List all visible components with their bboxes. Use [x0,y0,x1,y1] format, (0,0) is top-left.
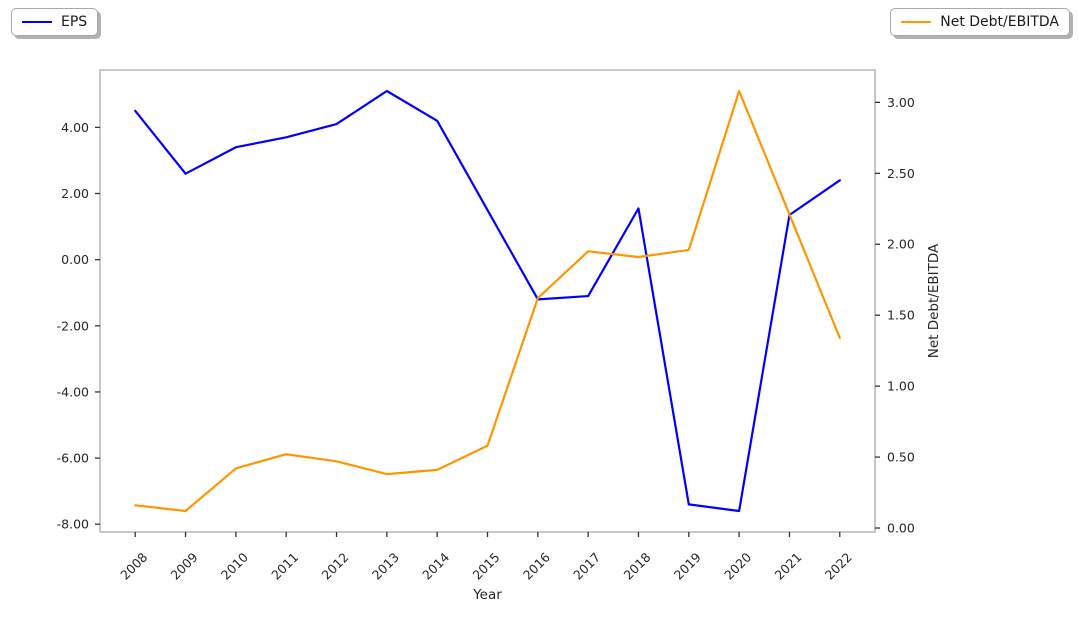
x-tick-label: 2014 [419,549,452,582]
eps-legend-label: EPS [61,14,88,30]
x-tick-label: 2010 [218,549,251,582]
x-tick-label: 2021 [771,550,804,583]
right-tick-label: 2.00 [887,237,915,252]
x-tick-label: 2019 [671,549,704,582]
right-tick-label: 1.50 [887,308,915,323]
x-tick-label: 2016 [520,549,553,582]
right-tick-label: 0.50 [887,450,915,465]
netdebt-legend-label: Net Debt/EBITDA [940,14,1059,30]
x-tick-label: 2015 [470,550,503,583]
left-tick-label: 2.00 [61,186,89,201]
netdebt-legend-line-icon [901,21,932,23]
x-axis-label: Year [472,587,502,603]
right-tick-label: 3.00 [887,95,915,110]
netdebt-legend: Net Debt/EBITDA [890,8,1070,36]
left-tick-label: 0.00 [61,252,89,267]
netdebt-line [134,89,841,513]
x-tick-label: 2011 [268,550,301,583]
right-y-axis-label: Net Debt/EBITDA [926,243,942,358]
right-tick-label: 1.00 [887,379,915,394]
x-tick-label: 2017 [570,550,603,583]
right-tick-label: 0.00 [887,521,915,536]
left-tick-label: -2.00 [57,318,89,333]
x-tick-label: 2009 [168,549,201,582]
x-tick-label: 2013 [369,550,402,583]
right-tick-label: 2.50 [887,166,915,181]
x-tick-label: 2020 [721,549,754,582]
x-tick-label: 2022 [822,550,855,583]
eps-legend: EPS [11,8,99,36]
left-tick-label: -8.00 [57,517,89,532]
eps-line [134,89,841,513]
x-tick-label: 2018 [620,549,653,582]
x-tick-label: 2012 [319,550,352,583]
left-tick-label: -6.00 [57,451,89,466]
eps-legend-line-icon [22,21,52,23]
left-tick-label: -4.00 [57,384,89,399]
x-tick-label: 2008 [117,549,150,582]
left-tick-label: 4.00 [61,120,89,135]
